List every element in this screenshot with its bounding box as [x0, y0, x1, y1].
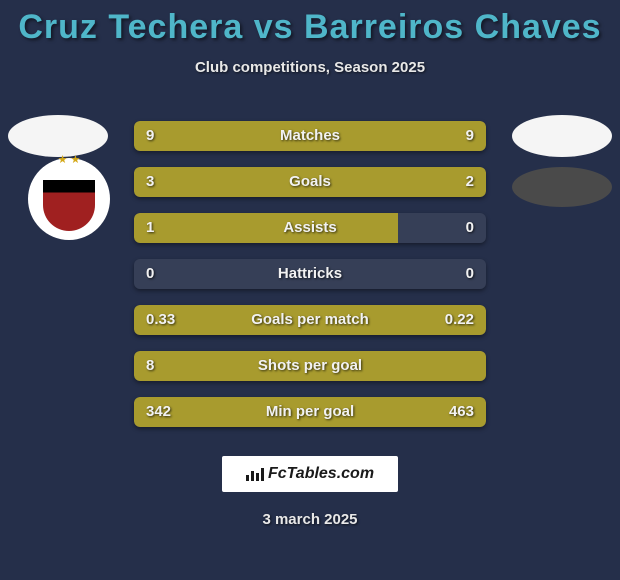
stat-label: Shots per goal: [134, 351, 486, 381]
stat-label: Min per goal: [134, 397, 486, 427]
stat-row: 0.330.22Goals per match: [134, 305, 486, 335]
vs-separator: vs: [254, 8, 294, 46]
stat-label: Matches: [134, 121, 486, 151]
stat-label: Goals per match: [134, 305, 486, 335]
comparison-title: Cruz Techera vs Barreiros Chaves: [0, 0, 620, 47]
date-label: 3 march 2025: [0, 511, 620, 528]
branding-badge[interactable]: FcTables.com: [222, 456, 398, 492]
player1-avatar-placeholder: [8, 115, 108, 157]
player2-avatar-placeholder: [512, 115, 612, 157]
player2-name: Barreiros Chaves: [304, 8, 602, 46]
comparison-bars: 99Matches 32Goals 10Assists 00Hattricks 0.33…: [134, 121, 486, 443]
chart-icon: [246, 467, 264, 481]
stat-row: 342463Min per goal: [134, 397, 486, 427]
stat-label: Assists: [134, 213, 486, 243]
subtitle: Club competitions, Season 2025: [0, 59, 620, 76]
stat-row: 10Assists: [134, 213, 486, 243]
stat-label: Hattricks: [134, 259, 486, 289]
stat-row: 99Matches: [134, 121, 486, 151]
stat-row: 8Shots per goal: [134, 351, 486, 381]
stat-label: Goals: [134, 167, 486, 197]
stat-row: 00Hattricks: [134, 259, 486, 289]
player1-club-badge: [28, 158, 110, 240]
branding-text: FcTables.com: [268, 465, 374, 483]
player2-club-placeholder: [512, 167, 612, 207]
club-shield-icon: [43, 167, 95, 231]
stat-row: 32Goals: [134, 167, 486, 197]
player1-name: Cruz Techera: [18, 8, 243, 46]
